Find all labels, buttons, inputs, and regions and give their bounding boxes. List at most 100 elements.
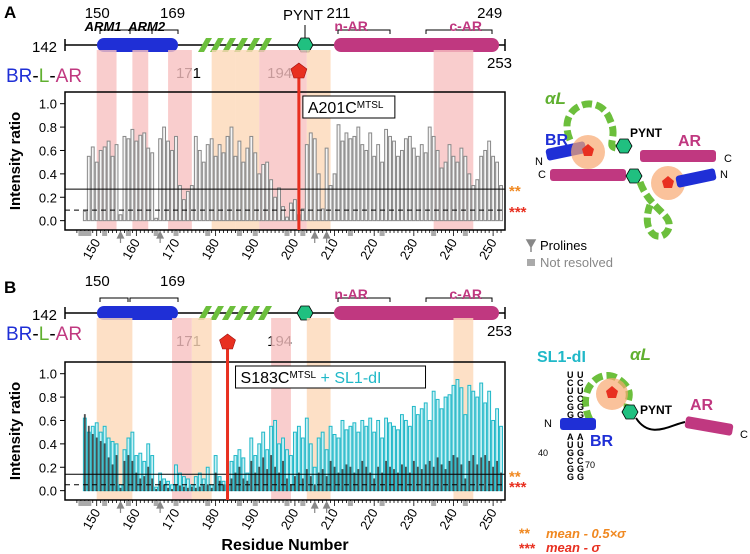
data-bar bbox=[253, 152, 258, 222]
rna-ar-domain bbox=[684, 416, 734, 436]
data-bar bbox=[110, 155, 115, 222]
data-bar bbox=[277, 187, 281, 222]
not-resolved-marker bbox=[102, 501, 108, 506]
x-tick-label: 200 bbox=[278, 506, 302, 532]
proline-marker bbox=[310, 500, 319, 513]
mutation-tag-label: A201CMTSL bbox=[308, 100, 384, 118]
data-bar bbox=[428, 460, 431, 492]
not-resolved-marker bbox=[347, 231, 353, 236]
data-bar bbox=[388, 135, 392, 222]
data-bar bbox=[91, 434, 94, 492]
data-bar bbox=[443, 161, 448, 222]
data-bar bbox=[451, 155, 456, 222]
data-bar bbox=[360, 144, 365, 222]
y-axis-label: Intensity ratio bbox=[7, 382, 24, 480]
threshold-legend-triple-star: *** bbox=[519, 540, 536, 554]
rna-nucleotide: G bbox=[577, 472, 584, 482]
data-bar bbox=[468, 460, 471, 492]
data-bar bbox=[254, 472, 257, 492]
threshold-stars: ** bbox=[509, 468, 521, 485]
rna-br-domain bbox=[560, 418, 596, 430]
rna-nucleotide: G bbox=[577, 402, 584, 412]
data-bar bbox=[439, 167, 444, 222]
dimer-spin-label-bottom bbox=[662, 176, 674, 188]
data-bar bbox=[103, 443, 106, 492]
y-tick-label: 0.0 bbox=[39, 484, 57, 499]
dimer-c-bottom: C bbox=[538, 169, 546, 181]
panel-a-ar-domain bbox=[334, 38, 499, 52]
data-bar bbox=[178, 185, 182, 222]
data-bar bbox=[274, 466, 277, 492]
data-bar bbox=[250, 460, 253, 492]
map-domain-name: n-AR bbox=[334, 18, 367, 34]
data-bar bbox=[201, 161, 206, 222]
x-axis-label: Residue Number bbox=[221, 537, 348, 554]
data-bar bbox=[344, 132, 349, 222]
data-bar bbox=[205, 144, 210, 222]
rna-ar-label: AR bbox=[690, 397, 714, 414]
data-bar bbox=[472, 455, 475, 492]
panel-a-pynt-label: PYNT bbox=[283, 7, 323, 24]
data-bar bbox=[143, 476, 146, 492]
panel-b-letter: B bbox=[4, 278, 16, 297]
shaded-region bbox=[235, 50, 260, 230]
data-bar bbox=[408, 472, 411, 492]
not-resolved-marker bbox=[252, 501, 258, 506]
data-bar bbox=[198, 486, 201, 492]
data-bar bbox=[87, 425, 90, 492]
data-bar bbox=[455, 161, 460, 222]
not-resolved-marker bbox=[462, 501, 468, 506]
data-bar bbox=[341, 469, 344, 492]
data-bar bbox=[444, 469, 447, 492]
data-bar bbox=[460, 464, 463, 492]
data-bar bbox=[427, 126, 432, 222]
rna-nucleotide: C bbox=[567, 378, 574, 388]
not-resolved-marker bbox=[300, 231, 306, 236]
data-bar bbox=[416, 466, 419, 492]
data-bar bbox=[483, 149, 488, 222]
data-bar bbox=[424, 464, 427, 492]
not-resolved-marker bbox=[236, 231, 242, 236]
data-bar bbox=[392, 140, 396, 222]
data-bar bbox=[459, 147, 464, 222]
y-tick-label: 0.6 bbox=[39, 143, 57, 158]
rna-linker-to-ar bbox=[635, 417, 686, 431]
data-bar bbox=[400, 149, 404, 222]
panel-a-map-end-label: 253 bbox=[487, 55, 512, 72]
data-bar bbox=[476, 464, 479, 492]
not-resolved-legend-square bbox=[527, 259, 535, 266]
rna-nucleotide: C bbox=[577, 456, 584, 466]
x-tick-label: 220 bbox=[357, 506, 381, 532]
dimer-diagram: αL BR N PYNT AR C C N bbox=[535, 89, 732, 240]
data-bar bbox=[130, 128, 135, 222]
data-bar bbox=[102, 146, 107, 222]
rna-complex-diagram: SL1-dI αL UUCCUUCCGGGGUUAAUUGGCCGGGG N B… bbox=[537, 345, 748, 482]
data-bar bbox=[286, 478, 288, 492]
y-tick-label: 0.4 bbox=[39, 437, 57, 452]
data-bar bbox=[138, 134, 143, 222]
data-bar bbox=[142, 132, 147, 222]
data-bar bbox=[389, 466, 391, 492]
data-bar bbox=[258, 466, 261, 492]
data-bar bbox=[491, 155, 496, 222]
data-bar bbox=[206, 484, 209, 492]
data-bar bbox=[265, 161, 270, 222]
data-bar bbox=[356, 126, 361, 222]
not-resolved-marker bbox=[284, 231, 290, 236]
rna-spin-label bbox=[606, 386, 618, 398]
panel-a-brackets bbox=[99, 29, 493, 34]
map-domain-name: ARM1 bbox=[84, 19, 122, 34]
rna-nucleotide: G bbox=[567, 402, 574, 412]
data-bar bbox=[270, 455, 273, 492]
data-bar bbox=[435, 149, 440, 222]
rna-num-70: 70 bbox=[585, 460, 595, 470]
data-bar bbox=[488, 460, 491, 492]
data-bar bbox=[377, 466, 380, 492]
data-bar bbox=[467, 173, 472, 222]
data-bar bbox=[337, 472, 340, 492]
data-bar bbox=[380, 161, 385, 222]
dimer-alpha-l-label: αL bbox=[545, 89, 566, 108]
data-bar bbox=[151, 478, 154, 492]
rna-nucleotide: C bbox=[567, 394, 574, 404]
